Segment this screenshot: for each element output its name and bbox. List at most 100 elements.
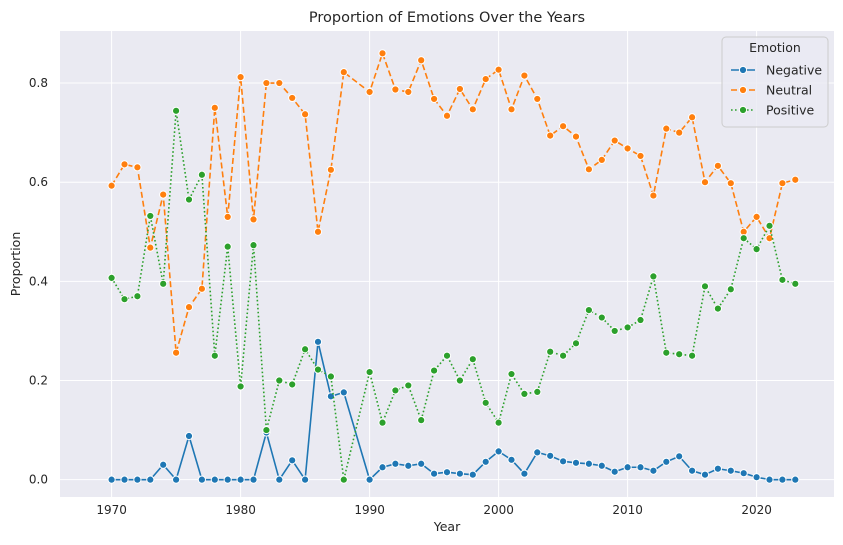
data-point-positive: [339, 475, 348, 484]
chart-title: Proportion of Emotions Over the Years: [309, 10, 585, 26]
data-point-neutral: [752, 212, 761, 222]
data-point-negative: [313, 337, 323, 346]
data-point-neutral: [288, 93, 297, 103]
data-point-positive: [404, 381, 413, 390]
y-tick-label: 0.8: [29, 76, 48, 90]
data-point-negative: [481, 457, 490, 466]
data-point-neutral: [778, 179, 787, 188]
data-point-negative: [442, 468, 452, 477]
data-point-negative: [649, 466, 658, 475]
data-point-positive: [210, 351, 219, 360]
data-point-positive: [481, 398, 490, 407]
data-point-positive: [365, 367, 374, 377]
legend-label: Negative: [766, 63, 822, 78]
data-point-neutral: [133, 163, 142, 172]
data-point-positive: [636, 315, 645, 325]
data-point-positive: [223, 242, 232, 251]
data-point-negative: [533, 448, 542, 457]
y-tick-label: 0.4: [29, 274, 48, 288]
data-point-negative: [404, 461, 413, 470]
data-point-negative: [430, 469, 439, 478]
data-point-positive: [520, 389, 529, 398]
legend-title: Emotion: [749, 40, 801, 55]
data-point-positive: [623, 323, 632, 332]
data-point-positive: [313, 365, 323, 374]
data-point-negative: [778, 475, 787, 484]
data-point-positive: [610, 326, 619, 336]
data-point-positive: [649, 272, 658, 281]
data-point-positive: [262, 425, 271, 435]
data-point-negative: [288, 456, 297, 465]
data-point-positive: [791, 279, 800, 288]
legend-swatch-marker: [738, 85, 748, 95]
data-point-neutral: [301, 110, 310, 119]
data-point-positive: [675, 350, 684, 359]
data-point-neutral: [107, 181, 116, 190]
data-point-negative: [417, 459, 426, 468]
data-point-neutral: [597, 155, 606, 164]
data-point-positive: [584, 306, 594, 315]
legend-label: Positive: [766, 103, 814, 118]
data-point-negative: [494, 447, 503, 456]
data-point-positive: [468, 355, 477, 364]
data-point-neutral: [404, 87, 413, 97]
data-point-positive: [146, 211, 155, 221]
x-tick-label: 2010: [612, 503, 643, 517]
data-point-neutral: [455, 84, 464, 94]
data-point-negative: [159, 460, 168, 469]
data-point-neutral: [442, 111, 452, 120]
data-point-negative: [236, 475, 245, 484]
data-point-negative: [378, 463, 387, 472]
series-positive: [107, 106, 800, 484]
x-tick-label: 2000: [483, 503, 514, 517]
data-point-negative: [700, 470, 710, 479]
data-point-neutral: [391, 85, 400, 94]
data-point-negative: [146, 475, 155, 484]
data-point-neutral: [571, 132, 581, 141]
legend-box: [721, 36, 829, 128]
data-point-neutral: [236, 73, 245, 82]
data-point-positive: [301, 345, 310, 354]
data-point-neutral: [623, 144, 632, 153]
data-point-neutral: [313, 227, 323, 236]
data-point-negative: [791, 475, 800, 484]
data-point-negative: [546, 451, 555, 460]
data-point-positive: [133, 292, 142, 301]
data-point-negative: [107, 475, 116, 484]
data-point-positive: [455, 376, 464, 385]
legend-item-neutral: Neutral: [731, 83, 812, 98]
legend-item-positive: Positive: [731, 103, 814, 118]
data-point-positive: [713, 304, 723, 313]
legend-label: Neutral: [766, 83, 812, 98]
data-point-negative: [559, 457, 568, 466]
data-point-negative: [636, 463, 645, 472]
data-point-negative: [688, 466, 697, 475]
data-point-negative: [184, 431, 194, 441]
data-point-negative: [120, 475, 129, 484]
data-point-positive: [288, 380, 297, 389]
data-point-negative: [326, 392, 335, 401]
data-point-neutral: [249, 215, 258, 224]
y-tick-labels: 0.0 0.2 0.4 0.6 0.8: [29, 76, 48, 487]
data-point-neutral: [610, 136, 619, 145]
data-point-positive: [546, 347, 555, 356]
data-point-neutral: [533, 94, 542, 104]
data-point-negative: [623, 463, 632, 472]
data-point-positive: [391, 386, 400, 395]
data-point-neutral: [636, 151, 645, 161]
data-point-positive: [184, 195, 194, 204]
data-point-negative: [584, 459, 594, 468]
data-point-positive: [442, 351, 452, 360]
series-line-neutral: [110, 52, 796, 354]
data-point-negative: [339, 388, 348, 397]
data-point-positive: [159, 279, 168, 288]
data-point-neutral: [417, 56, 426, 65]
data-point-positive: [559, 351, 568, 360]
data-point-neutral: [223, 212, 232, 222]
data-point-positive: [662, 348, 671, 357]
y-tick-label: 0.6: [29, 175, 48, 189]
data-point-neutral: [326, 165, 335, 174]
data-point-negative: [597, 461, 606, 470]
series-neutral: [107, 49, 800, 357]
